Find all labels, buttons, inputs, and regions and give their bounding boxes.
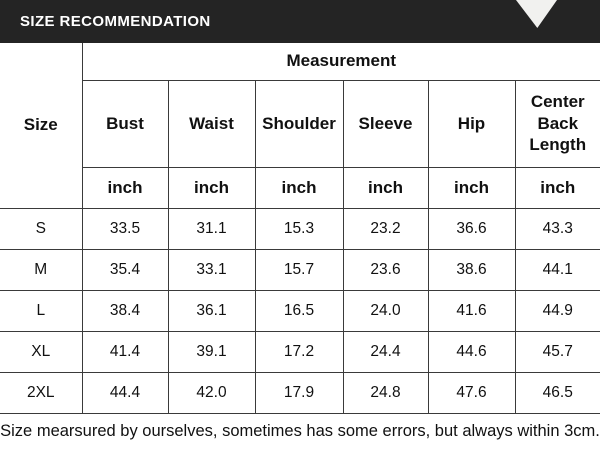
value-cell: 43.3 bbox=[514, 207, 600, 250]
value-cell: 24.0 bbox=[342, 289, 429, 332]
table-row-size-s: S 33.5 31.1 15.3 23.2 36.6 43.3 bbox=[0, 207, 600, 250]
column-header-waist: Waist bbox=[167, 79, 256, 168]
value-cell: 39.1 bbox=[167, 330, 256, 373]
column-header-row: Bust Waist Shoulder Sleeve Hip Center Ba… bbox=[0, 79, 600, 168]
unit-cell: inch bbox=[514, 166, 600, 209]
size-label: 2XL bbox=[0, 371, 83, 414]
measurement-group-row: Size Measurement bbox=[0, 43, 600, 209]
column-header-shoulder: Shoulder bbox=[254, 79, 344, 168]
value-cell: 15.3 bbox=[254, 207, 344, 250]
value-cell: 44.4 bbox=[81, 371, 169, 414]
value-cell: 17.2 bbox=[254, 330, 344, 373]
unit-row: inch inch inch inch inch inch bbox=[0, 166, 600, 209]
value-cell: 47.6 bbox=[427, 371, 516, 414]
column-header-bust: Bust bbox=[82, 79, 169, 168]
column-header-sleeve: Sleeve bbox=[342, 79, 429, 168]
table-row-size-2xl: 2XL 44.4 42.0 17.9 24.8 47.6 46.5 bbox=[0, 371, 600, 414]
value-cell: 38.6 bbox=[427, 248, 516, 291]
value-cell: 41.4 bbox=[81, 330, 169, 373]
value-cell: 41.6 bbox=[427, 289, 516, 332]
value-cell: 16.5 bbox=[254, 289, 344, 332]
value-cell: 33.5 bbox=[81, 207, 169, 250]
value-cell: 44.1 bbox=[514, 248, 600, 291]
value-cell: 15.7 bbox=[254, 248, 344, 291]
size-chart-table: Size Measurement Bust Waist Shoulder Sle… bbox=[0, 43, 600, 414]
size-label: XL bbox=[0, 330, 83, 373]
table-row-size-l: L 38.4 36.1 16.5 24.0 41.6 44.9 bbox=[0, 289, 600, 332]
value-cell: 17.9 bbox=[254, 371, 344, 414]
value-cell: 24.4 bbox=[342, 330, 429, 373]
value-cell: 31.1 bbox=[167, 207, 256, 250]
value-cell: 33.1 bbox=[167, 248, 256, 291]
unit-cell: inch bbox=[254, 166, 344, 209]
value-cell: 23.2 bbox=[342, 207, 429, 250]
value-cell: 44.9 bbox=[514, 289, 600, 332]
size-recommendation-accordion-header[interactable]: SIZE RECOMMENDATION bbox=[0, 0, 600, 43]
column-header-hip: Hip bbox=[427, 79, 516, 168]
measurement-disclaimer-note: "Size mearsured by ourselves, sometimes … bbox=[0, 422, 600, 440]
value-cell: 38.4 bbox=[81, 289, 169, 332]
value-cell: 35.4 bbox=[81, 248, 169, 291]
value-cell: 36.6 bbox=[427, 207, 516, 250]
measurement-group-header: Measurement bbox=[81, 43, 600, 81]
unit-cell: inch bbox=[167, 166, 256, 209]
value-cell: 45.7 bbox=[514, 330, 600, 373]
value-cell: 36.1 bbox=[167, 289, 256, 332]
unit-cell: inch bbox=[427, 166, 516, 209]
unit-cell: inch bbox=[82, 166, 169, 209]
value-cell: 24.8 bbox=[342, 371, 429, 414]
unit-cell: inch bbox=[342, 166, 429, 209]
value-cell: 44.6 bbox=[427, 330, 516, 373]
section-title: SIZE RECOMMENDATION bbox=[20, 13, 211, 30]
value-cell: 23.6 bbox=[342, 248, 429, 291]
table-row-size-m: M 35.4 33.1 15.7 23.6 38.6 44.1 bbox=[0, 248, 600, 291]
column-header-center-back-length: Center Back Length bbox=[514, 79, 600, 168]
size-label: L bbox=[0, 289, 83, 332]
value-cell: 42.0 bbox=[167, 371, 256, 414]
size-column-header: Size bbox=[0, 43, 83, 209]
table-row-size-xl: XL 41.4 39.1 17.2 24.4 44.6 45.7 bbox=[0, 330, 600, 373]
size-label: S bbox=[0, 207, 83, 250]
size-label: M bbox=[0, 248, 83, 291]
value-cell: 46.5 bbox=[514, 371, 600, 414]
